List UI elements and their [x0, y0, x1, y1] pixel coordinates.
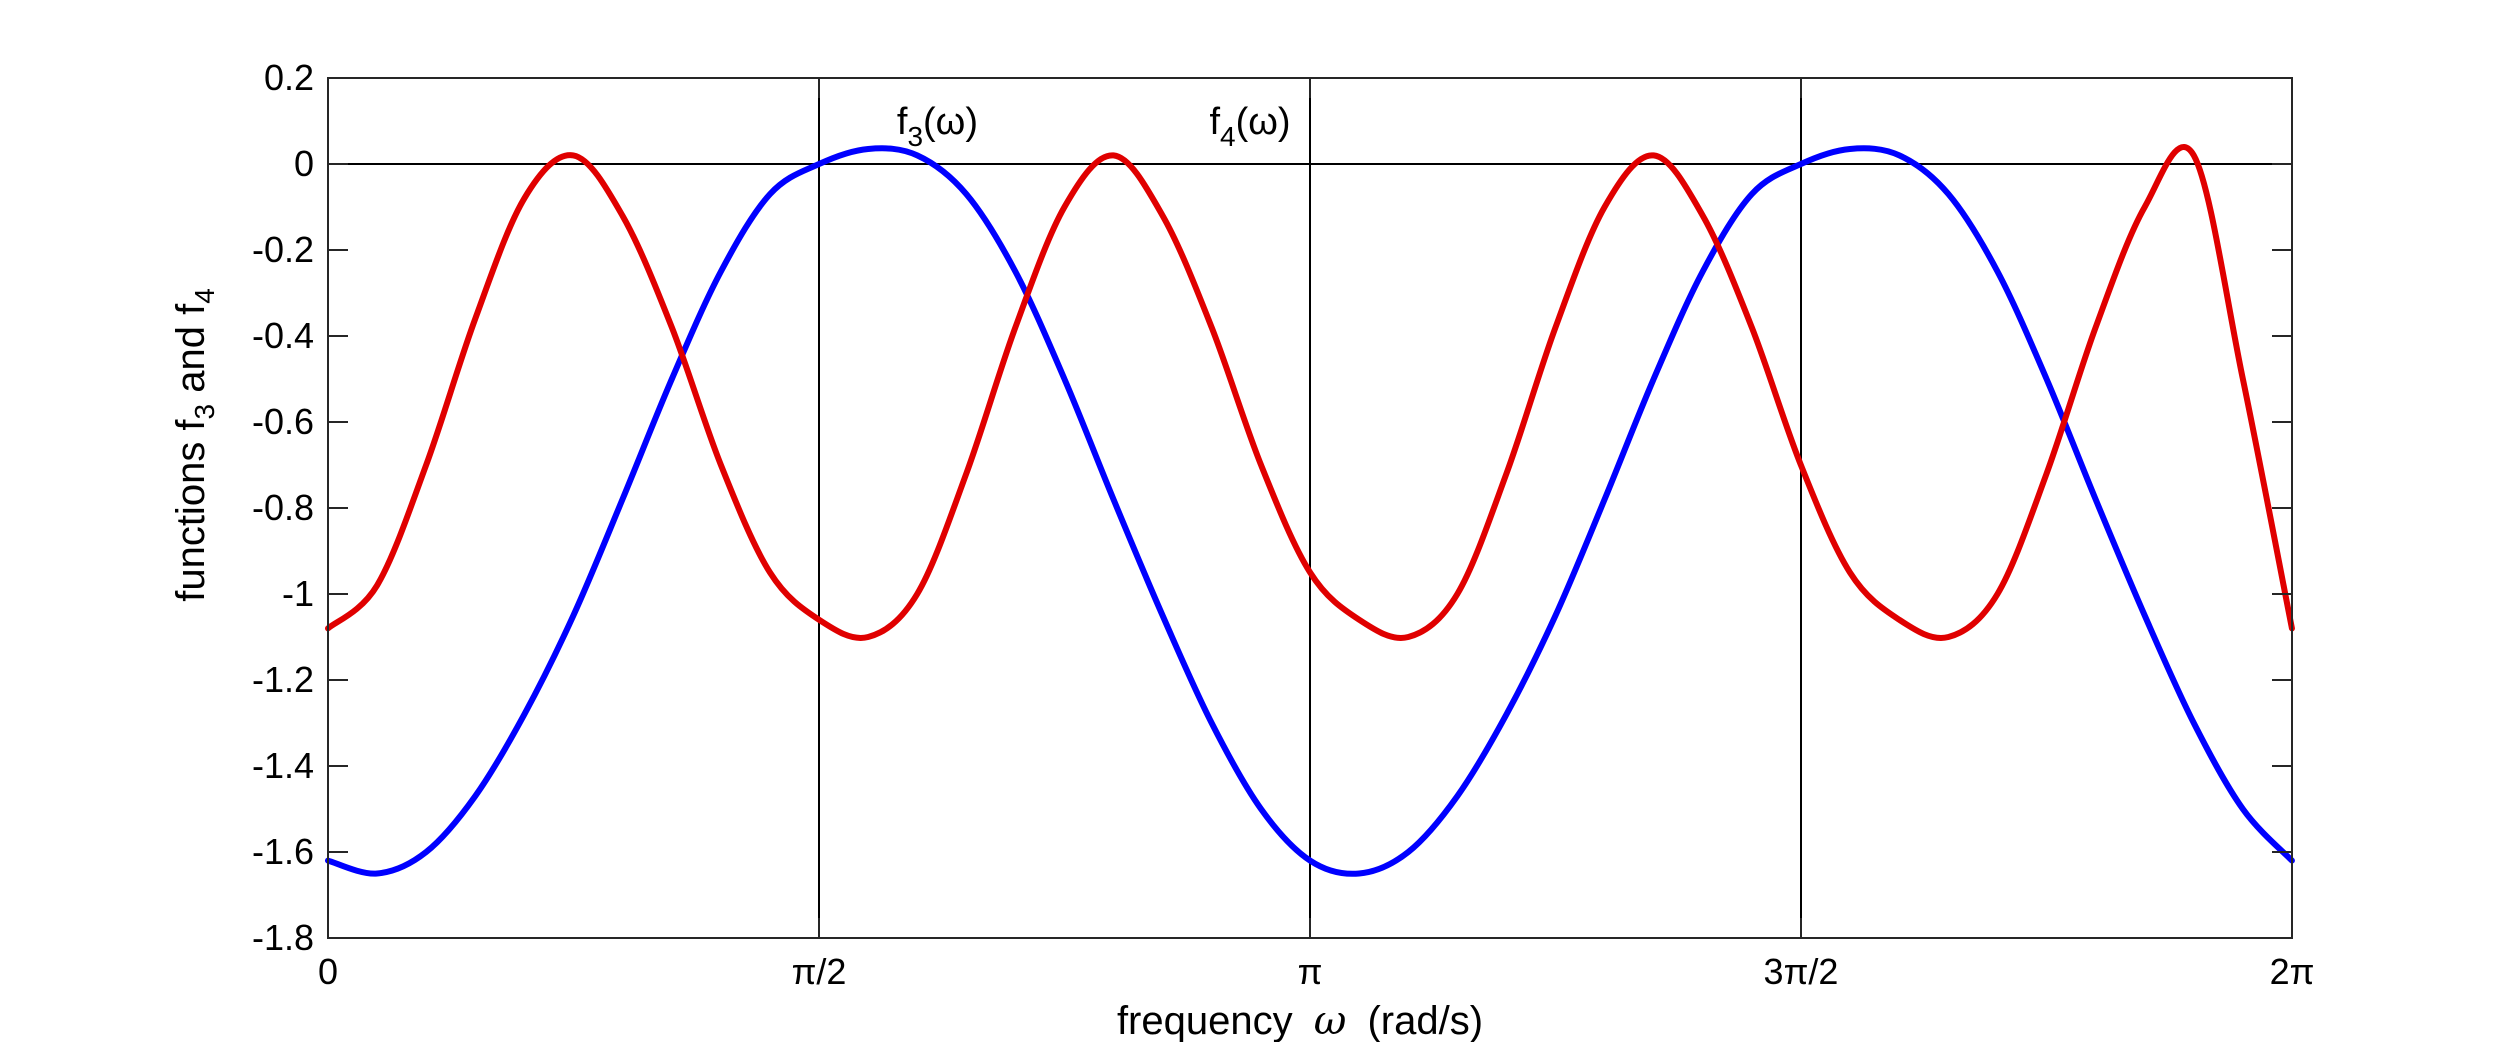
- series-layer: [325, 144, 2295, 877]
- x-tick-label: π/2: [792, 951, 847, 992]
- x-axis: 0 π/2 π 3π/2 2π: [318, 78, 2314, 992]
- reference-lines: [328, 78, 2292, 938]
- x-tick-label: 2π: [2270, 951, 2315, 992]
- y-tick-label: -1.2: [252, 659, 314, 700]
- y-tick-label: -1.4: [252, 745, 314, 786]
- y-tick-label: -0.6: [252, 401, 314, 442]
- y-tick-label: -1.8: [252, 917, 314, 958]
- y-axis-label-sub1: 3: [189, 404, 220, 420]
- x-axis-label: frequency ω (rad/s): [1117, 998, 1483, 1042]
- y-axis-label-sub2: 4: [189, 288, 220, 304]
- x-tick-label: π: [1298, 951, 1323, 992]
- annotation-pre: f: [897, 101, 908, 143]
- annotation-label: f4(ω): [1209, 101, 1290, 152]
- y-tick-label: 0: [294, 143, 314, 184]
- annotations: f3(ω) f4(ω): [897, 101, 1291, 152]
- x-axis-label-unit: (rad/s): [1367, 999, 1483, 1042]
- y-tick-label: 0.2: [264, 57, 314, 98]
- annotation-post: (ω): [923, 101, 978, 143]
- y-tick-label: -1: [282, 573, 314, 614]
- annotation-label: f3(ω): [897, 101, 978, 152]
- y-axis-label-pre: functions f: [169, 419, 213, 602]
- y-axis-label: functions f3 and f4: [169, 288, 220, 602]
- annotation-post: (ω): [1236, 101, 1291, 143]
- x-tick-label: 0: [318, 951, 338, 992]
- series-line-f3: [325, 145, 2295, 877]
- x-axis-label-symbol: ω: [1314, 998, 1347, 1042]
- y-tick-label: -0.8: [252, 487, 314, 528]
- y-tick-label: -1.6: [252, 831, 314, 872]
- series-line-f4: [325, 144, 2295, 641]
- x-tick-label: 3π/2: [1764, 951, 1839, 992]
- y-tick-label: -0.4: [252, 315, 314, 356]
- y-tick-label: -0.2: [252, 229, 314, 270]
- x-axis-label-text: frequency: [1117, 999, 1293, 1042]
- y-axis-label-mid: and f: [169, 303, 213, 404]
- annotation-sub: 4: [1220, 121, 1236, 152]
- y-axis: 0.2 0 -0.2 -0.4 -0.6 -0.8 -1 -1.2 -1.4 -1.6 -1.8: [252, 57, 2292, 958]
- annotation-pre: f: [1209, 101, 1220, 143]
- annotation-sub: 3: [907, 121, 923, 152]
